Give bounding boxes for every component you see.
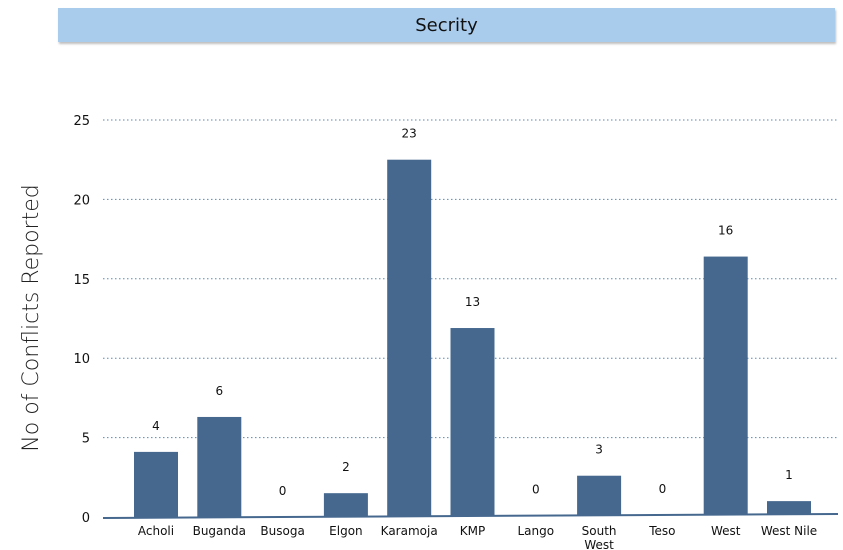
chart-title: Secrity — [58, 8, 835, 42]
y-axis-title: No of Conflicts Reported — [19, 184, 44, 451]
x-category-label: Teso — [648, 524, 675, 538]
x-category-label: Buganda — [193, 524, 246, 538]
x-category-label: West — [711, 524, 741, 538]
data-label: 0 — [659, 482, 667, 496]
x-axis-line — [102, 513, 839, 519]
data-label: 2 — [342, 460, 350, 474]
y-tick-label: 0 — [82, 511, 90, 526]
y-axis-ticks: 0 5 10 15 20 25 — [73, 114, 90, 526]
bar-acholi — [134, 451, 178, 518]
y-tick-label: 10 — [73, 352, 90, 367]
bar-west — [703, 256, 748, 515]
x-category-label: South West — [582, 524, 617, 550]
x-category-label: Lango — [517, 524, 554, 538]
x-category-label: Acholi — [138, 524, 174, 538]
data-label: 3 — [595, 443, 603, 457]
x-category-label: Karamoja — [381, 524, 438, 538]
data-label: 0 — [532, 483, 540, 497]
x-axis-categories: Acholi Buganda Busoga Elgon Karamoja KMP Lango… — [138, 524, 817, 550]
x-category-label: Elgon — [329, 524, 362, 538]
bar-buganda — [197, 416, 242, 518]
bar-kmp — [450, 328, 495, 516]
data-labels: 4 6 0 2 23 13 0 3 0 16 1 — [152, 127, 793, 498]
y-tick-label: 15 — [73, 273, 90, 288]
bar-elgon — [323, 493, 368, 517]
bar-karamoja — [387, 159, 432, 517]
bar-south-west — [577, 475, 622, 516]
y-tick-label: 20 — [73, 193, 90, 208]
data-label: 6 — [215, 384, 223, 398]
bars — [134, 159, 811, 518]
bar-west-nile — [767, 501, 811, 515]
data-label: 16 — [718, 224, 733, 238]
x-category-label: KMP — [460, 524, 485, 538]
data-label: 13 — [465, 295, 480, 309]
data-label: 1 — [785, 468, 793, 482]
data-label: 23 — [402, 127, 417, 141]
x-category-label: West Nile — [761, 524, 817, 538]
x-category-label: Busoga — [260, 524, 304, 538]
data-label: 4 — [152, 419, 160, 433]
data-label: 0 — [279, 484, 287, 498]
y-tick-label: 25 — [73, 114, 90, 129]
y-tick-label: 5 — [82, 432, 90, 447]
